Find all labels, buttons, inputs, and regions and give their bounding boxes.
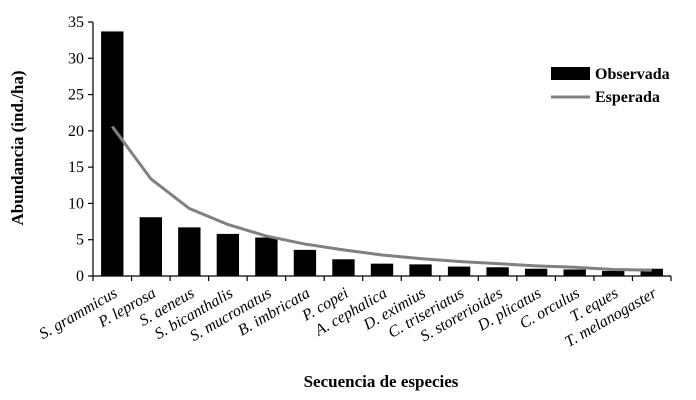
y-tick-label: 0	[76, 268, 84, 285]
bar	[409, 264, 432, 276]
bar	[524, 268, 548, 276]
bar	[447, 266, 471, 276]
y-axis: 0 5 10 15 20 25 30 35	[68, 14, 94, 285]
bar	[101, 31, 124, 277]
bar	[640, 268, 663, 276]
bar-series	[101, 31, 663, 277]
bar	[602, 270, 625, 276]
line-series	[111, 125, 652, 272]
bar	[370, 263, 394, 276]
y-tick-label: 15	[68, 159, 84, 176]
legend-label-esperada: Esperada	[595, 89, 660, 106]
expected-line-path	[111, 125, 652, 272]
bar	[178, 227, 201, 276]
y-tick-label: 10	[68, 195, 84, 212]
y-axis-title: Abundancia (ind./ha)	[8, 71, 27, 226]
bar	[293, 249, 317, 276]
legend-label-observada: Observada	[595, 66, 670, 83]
legend-swatch-observada	[551, 67, 590, 80]
bar	[332, 259, 355, 276]
y-tick-label: 30	[68, 50, 84, 67]
bar	[563, 269, 586, 276]
y-tick-label: 20	[68, 123, 84, 140]
x-axis	[92, 275, 672, 281]
legend: Observada Esperada	[551, 66, 670, 106]
y-tick-label: 5	[76, 232, 84, 249]
bar	[255, 237, 278, 276]
y-tick-label: 25	[68, 87, 84, 104]
bar	[216, 233, 240, 276]
y-tick-label: 35	[68, 14, 84, 31]
bar	[486, 267, 509, 276]
bar	[139, 217, 162, 276]
x-axis-title: Secuencia de especies	[304, 372, 459, 391]
